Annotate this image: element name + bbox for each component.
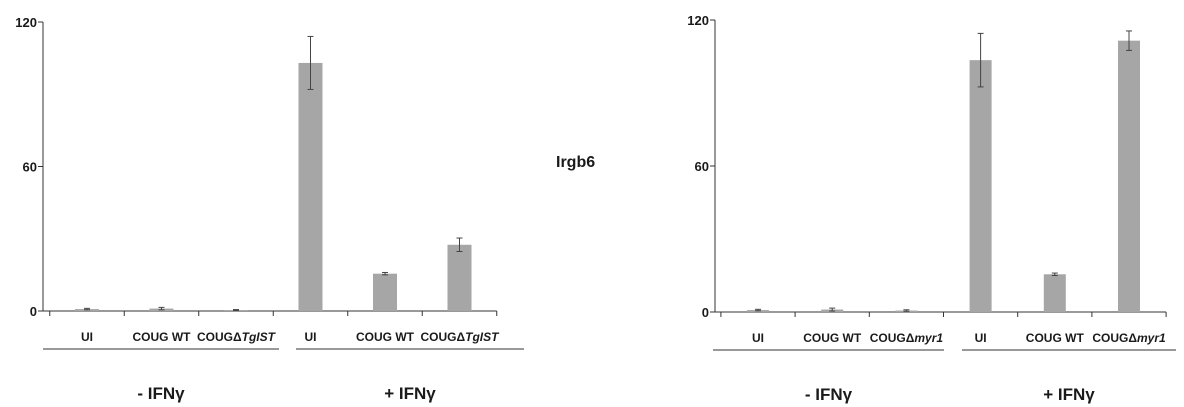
chart2-y-tick-label: 120 <box>687 13 709 28</box>
chart1-category-label: COUGΔTgIST <box>421 330 501 344</box>
chart2-category-label: COUG WT <box>803 331 862 345</box>
chart1-category-label: COUG WT <box>356 330 415 344</box>
chart2-bar <box>1043 274 1066 312</box>
chart1-category-label: UI <box>81 330 93 344</box>
chart2-y-tick-label: 0 <box>702 305 709 320</box>
chart2-category-label: COUG WT <box>1026 331 1085 345</box>
chart1-group-label: + IFNγ <box>384 384 436 403</box>
chart2-group-label: + IFNγ <box>1043 385 1095 404</box>
chart1-y-tick-label: 120 <box>15 15 37 30</box>
chart2-bar <box>1118 40 1140 312</box>
chart1-bar <box>298 62 323 311</box>
chart1-group-label: - IFNγ <box>137 384 185 403</box>
chart2-category-label: UI <box>752 331 764 345</box>
chart1-bar <box>373 273 397 311</box>
chart1-category-label: UI <box>305 330 317 344</box>
chart2-bar <box>969 60 992 313</box>
chart2-y-tick-label: 60 <box>695 159 709 174</box>
chart1-bar <box>447 244 472 311</box>
gene-label: Irgb6 <box>556 154 596 171</box>
chart1-category-label: COUGΔTgIST <box>197 330 277 344</box>
chart2-group-label: - IFNγ <box>805 385 853 404</box>
chart1-y-tick-label: 60 <box>23 160 37 175</box>
chart2-category-label: COUGΔmyr1 <box>870 331 944 345</box>
chart1-category-label: COUG WT <box>133 330 192 344</box>
chart2-category-label: UI <box>975 331 987 345</box>
chart1-y-tick-label: 0 <box>30 304 37 319</box>
chart2-category-label: COUGΔmyr1 <box>1092 331 1166 345</box>
